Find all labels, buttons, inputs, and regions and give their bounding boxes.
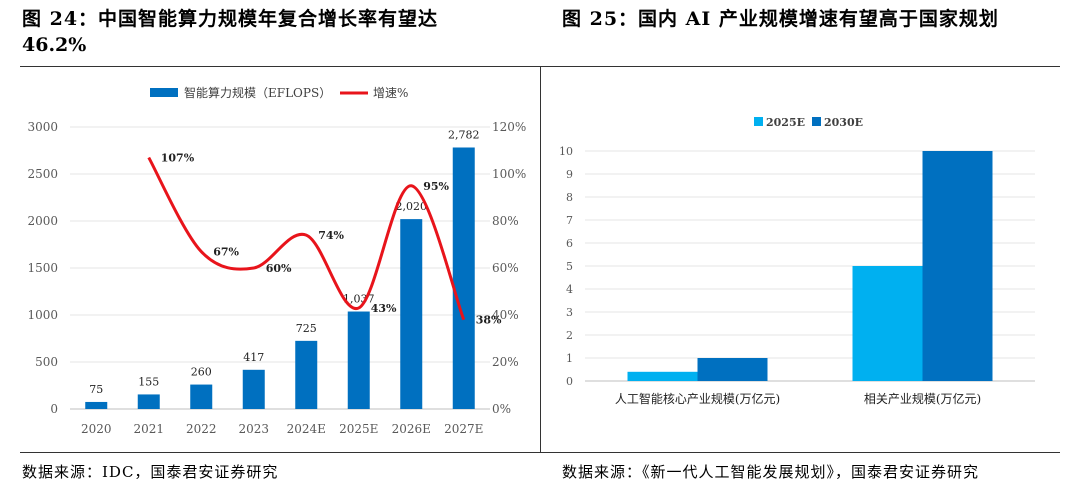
right-chart: 0 1 2 3 4 5 6 7 8 9 10 人工智能核心产业规模(万亿元) 相关产业规模(万亿元) 20…: [559, 116, 1035, 406]
x-tick-label: 2022: [186, 422, 217, 436]
left-figure-title: 图 24：中国智能算力规模年复合增长率有望达: [22, 8, 439, 30]
growth-value-label: 60%: [266, 262, 292, 275]
left-source-note: 数据来源：IDC，国泰君安证券研究: [22, 463, 279, 481]
bar-compute-2027E: [452, 147, 475, 409]
growth-value-label: 95%: [423, 180, 449, 193]
bottom-rule: [20, 452, 1060, 453]
y-tick-label-right: 100%: [492, 167, 526, 181]
legend-swatch-compute: [150, 88, 178, 97]
right-figure-title: 图 25：国内 AI 产业规模增速有望高于国家规划: [562, 8, 999, 30]
bar-2030E-group-1: [922, 151, 993, 381]
y-tick-label: 6: [566, 237, 573, 250]
growth-value-label: 38%: [476, 314, 502, 327]
legend-swatch-2030E: [812, 117, 821, 126]
y-tick-label-left: 500: [35, 355, 58, 369]
growth-value-label: 43%: [371, 302, 397, 315]
y-tick-label: 2: [566, 329, 573, 342]
y-tick-label-right: 60%: [492, 261, 519, 275]
bar-value-label: 260: [191, 366, 212, 379]
y-tick-label: 1: [566, 352, 573, 365]
legend-label-compute: 智能算力规模（EFLOPS）: [184, 85, 331, 100]
y-tick-label-left: 1000: [27, 308, 58, 322]
bar-compute-2021: [137, 394, 160, 409]
legend-label-2025E: 2025E: [766, 116, 805, 129]
y-tick-label: 9: [566, 168, 573, 181]
y-tick-label-left: 1500: [27, 261, 58, 275]
y-tick-label: 5: [566, 260, 573, 273]
y-tick-label-left: 0: [50, 402, 58, 416]
bar-value-label: 725: [296, 322, 317, 335]
growth-value-label: 74%: [318, 229, 344, 242]
bar-compute-2022: [190, 384, 213, 409]
y-tick-label-left: 2000: [27, 214, 58, 228]
y-tick-label-left: 2500: [27, 167, 58, 181]
y-tick-label: 7: [566, 214, 573, 227]
x-category-label: 人工智能核心产业规模(万亿元): [615, 391, 780, 406]
legend-swatch-2025E: [754, 117, 763, 126]
y-tick-label-right: 80%: [492, 214, 519, 228]
panel-divider: [540, 67, 541, 452]
legend-label-2030E: 2030E: [824, 116, 863, 129]
growth-value-label: 107%: [161, 152, 195, 165]
x-tick-label: 2023: [238, 422, 269, 436]
y-tick-label-right: 40%: [492, 308, 519, 322]
bar-compute-2020: [85, 401, 108, 409]
top-rule: [20, 66, 1060, 67]
x-tick-label: 2027E: [444, 422, 483, 436]
bar-compute-2026E: [400, 219, 423, 409]
x-tick-label: 2024E: [287, 422, 326, 436]
y-tick-label-right: 20%: [492, 355, 519, 369]
y-tick-label: 8: [566, 191, 573, 204]
x-tick-label: 2025E: [339, 422, 378, 436]
bar-value-label: 2,020: [396, 200, 428, 213]
y-tick-label-right: 120%: [492, 120, 526, 134]
x-tick-label: 2020: [81, 422, 112, 436]
x-tick-label: 2026E: [392, 422, 431, 436]
bar-2030E-group-0: [697, 358, 768, 381]
bar-value-label: 155: [138, 375, 159, 388]
legend-label-growth: 增速%: [373, 86, 408, 100]
bar-2025E-group-1: [852, 266, 923, 381]
left-figure-title-cont: 46.2%: [22, 34, 87, 56]
growth-value-label: 67%: [213, 246, 239, 259]
right-source-note: 数据来源：《新一代人工智能发展规划》，国泰君安证券研究: [562, 463, 980, 481]
bar-compute-2023: [242, 369, 265, 409]
left-chart: 0 500 1000 1500 2000 2500 3000 0% 20% 40% 60% 80% 10…: [27, 85, 526, 436]
bar-2025E-group-0: [627, 371, 698, 381]
bar-value-label: 75: [89, 383, 103, 396]
y-tick-label: 0: [566, 375, 573, 388]
bar-compute-2024E: [295, 340, 318, 409]
y-tick-label: 3: [566, 306, 573, 319]
x-category-label: 相关产业规模(万亿元): [864, 391, 981, 406]
y-tick-label: 10: [559, 145, 573, 158]
growth-line: [147, 156, 466, 321]
x-tick-label: 2021: [133, 422, 164, 436]
bar-value-label: 2,782: [448, 128, 480, 141]
bar-compute-2025E: [347, 311, 370, 409]
bar-value-label: 417: [243, 351, 264, 364]
y-tick-label-left: 3000: [27, 120, 58, 134]
y-tick-label: 4: [566, 283, 573, 296]
y-tick-label-right: 0%: [492, 402, 511, 416]
